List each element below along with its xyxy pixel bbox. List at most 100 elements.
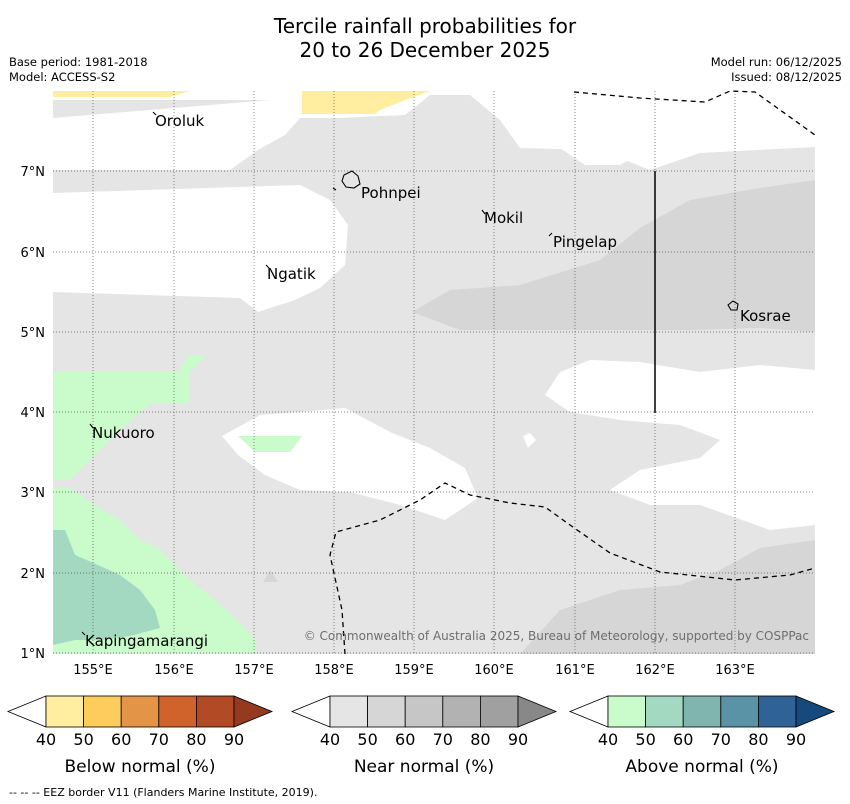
kapingamarangi-atoll [81, 631, 86, 636]
colorbar-near-normal: 40 50 60 70 80 90 [290, 695, 558, 749]
colorbar-tick-label: 40 [598, 730, 618, 749]
colorbar-tick-label: 80 [470, 730, 490, 749]
graticule [53, 91, 815, 654]
colorbar-tick-label: 50 [73, 730, 93, 749]
white-region-west [53, 100, 300, 170]
axis-labels: 155°E 156°E 157°E 158°E 159°E 160°E 161°… [21, 165, 755, 678]
nukuoro-atoll [89, 423, 94, 429]
issued-date: Issued: 08/12/2025 [731, 70, 842, 84]
lat-label: 6°N [21, 246, 46, 261]
colorbar-tick-label: 70 [711, 730, 731, 749]
colorbar-swatch [329, 695, 368, 728]
colorbar-tick-label: 40 [320, 730, 340, 749]
place-label-pingelap: Pingelap [553, 233, 617, 251]
islands [81, 111, 739, 636]
title-line-1: Tercile rainfall probabilities for [273, 14, 577, 38]
colorbar-swatch [479, 695, 519, 728]
colorbar-above-normal: 40 50 60 70 80 90 [568, 695, 836, 749]
colorbar-tick-label: 40 [36, 730, 56, 749]
white-speck [523, 433, 536, 448]
colorbar-tick-label: 80 [748, 730, 768, 749]
colorbar-extend-low [6, 695, 47, 728]
colorbar-extend-low [290, 695, 331, 728]
eez-border-south [329, 482, 816, 655]
lat-label: 3°N [21, 486, 46, 501]
above-normal-50-south [53, 530, 160, 645]
colorbar-swatch [120, 695, 160, 728]
lon-label: 162°E [635, 663, 675, 678]
place-label-mokil: Mokil [484, 209, 523, 227]
colorbar-swatch [720, 695, 759, 728]
below-normal-40-nw [53, 91, 190, 97]
colorbar-swatch [158, 695, 197, 728]
colorbar-tick-label: 80 [186, 730, 206, 749]
colorbar-title-below: Below normal (%) [65, 757, 216, 777]
pingelap-atoll [548, 232, 553, 237]
colorbar-extend-high [517, 695, 558, 728]
eez-borders [329, 90, 816, 655]
below-normal-40-north [302, 91, 430, 114]
lon-label: 156°E [154, 663, 194, 678]
colorbar-tick-label: 90 [508, 730, 528, 749]
colorbar-tick-label: 60 [111, 730, 131, 749]
colorbar-tick-label: 70 [149, 730, 169, 749]
place-label-kapingamarangi: Kapingamarangi [85, 632, 208, 650]
colorbar-extend-high [795, 695, 836, 728]
copyright-notice: © Commonwealth of Australia 2025, Bureau… [304, 629, 809, 643]
lon-label: 163°E [715, 663, 755, 678]
ngatik-atoll [265, 264, 270, 269]
colorbar-title-above: Above normal (%) [625, 757, 778, 777]
above-normal-40-west [53, 356, 205, 480]
lon-label: 161°E [555, 663, 595, 678]
place-label-ngatik: Ngatik [267, 265, 316, 283]
place-label-pohnpei: Pohnpei [361, 184, 421, 202]
pohnpei-islet [332, 187, 337, 191]
colorbar-title-near: Near normal (%) [354, 757, 494, 777]
lat-label: 7°N [21, 165, 46, 180]
place-label-kosrae: Kosrae [740, 307, 791, 325]
pohnpei-island [341, 170, 361, 189]
eez-border-north [573, 90, 816, 136]
colorbar-swatch [682, 695, 722, 728]
colorbar-swatch [645, 695, 684, 728]
oroluk-atoll [152, 111, 157, 116]
colorbar-tick-label: 50 [635, 730, 655, 749]
colorbar-tick-label: 70 [433, 730, 453, 749]
colorbar-swatch [195, 695, 235, 728]
colorbar-swatch [404, 695, 444, 728]
place-labels: Oroluk Pohnpei Mokil Pingelap Ngatik Kos… [85, 112, 791, 650]
colorbar-tick-label: 60 [673, 730, 693, 749]
lat-label: 2°N [21, 567, 46, 582]
near-normal-50-east [412, 180, 815, 332]
colorbar-swatch [367, 695, 406, 728]
place-label-nukuoro: Nukuoro [92, 424, 155, 442]
colorbar-tick-label: 50 [357, 730, 377, 749]
colorbar-extend-low [568, 695, 609, 728]
lon-label: 159°E [394, 663, 434, 678]
colorbar-swatch [45, 695, 84, 728]
colorbar-tick-label: 90 [786, 730, 806, 749]
lon-label: 157°E [234, 663, 274, 678]
model-run: Model run: 06/12/2025 [710, 55, 842, 69]
colorbar-extend-high [233, 695, 274, 728]
mokil-atoll [481, 209, 486, 215]
colorbar-swatch [83, 695, 122, 728]
near-normal-speck [263, 570, 278, 582]
near-normal-50-south [520, 540, 815, 654]
kosrae-island [727, 300, 739, 311]
colorbar-labels: Below normal (%) Near normal (%) Above n… [65, 757, 779, 777]
colorbar-below-normal: 40 50 60 70 80 90 [6, 695, 274, 749]
colorbar-swatch [607, 695, 646, 728]
base-period: Base period: 1981-2018 [9, 55, 148, 69]
probability-field [53, 91, 815, 654]
white-region-west-central [53, 185, 348, 312]
colorbar-tick-label: 90 [224, 730, 244, 749]
model-name: Model: ACCESS-S2 [9, 70, 116, 84]
white-region-east-strip [560, 125, 650, 165]
title-line-2: 20 to 26 December 2025 [299, 38, 551, 62]
lat-label: 4°N [21, 406, 46, 421]
map-title: Tercile rainfall probabilities for 20 to… [0, 14, 850, 62]
colorbar-swatch [442, 695, 481, 728]
lon-label: 158°E [314, 663, 354, 678]
